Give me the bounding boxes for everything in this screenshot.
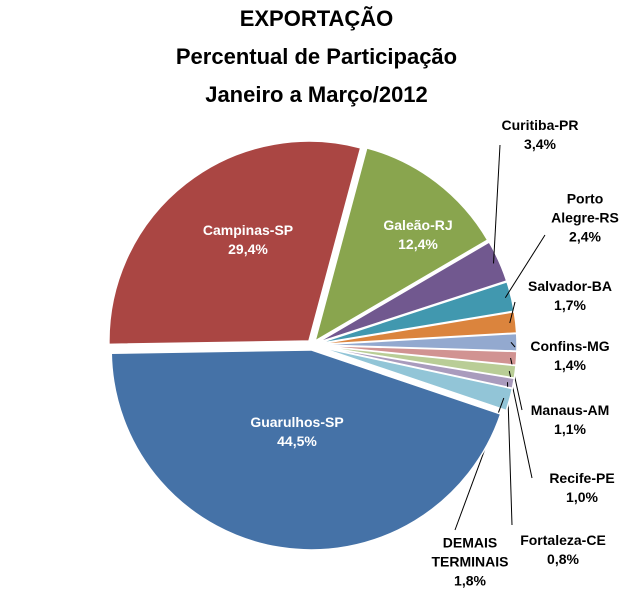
data-label: Curitiba-PR 3,4%	[485, 116, 595, 154]
data-label: Fortaleza-CE 0,8%	[508, 531, 618, 569]
label-text: 29,4%	[228, 241, 268, 257]
pie-slice	[108, 140, 362, 346]
data-label: Guarulhos-SP 44,5%	[232, 413, 362, 451]
leader-line	[493, 144, 501, 264]
label-text: 1,4%	[554, 357, 586, 373]
data-label: Salvador-BA 1,7%	[515, 277, 625, 315]
pie-slice	[313, 146, 489, 343]
leader-line	[508, 370, 533, 479]
chart-title: Janeiro a Março/2012	[205, 82, 428, 107]
data-label: Confins-MG 1,4%	[515, 337, 625, 375]
label-text: Confins-MG	[530, 338, 610, 354]
label-text: Galeão-RJ	[383, 217, 453, 233]
label-text: 12,4%	[398, 236, 438, 252]
label-text: 0,8%	[547, 551, 579, 567]
data-label: Porto Alegre-RS 2,4%	[545, 190, 625, 247]
label-text: Guarulhos-SP	[250, 414, 344, 430]
label-text: 1,7%	[554, 297, 586, 313]
label-text: Recife-PE	[549, 470, 615, 486]
leader-line	[504, 234, 546, 299]
pie-slice	[316, 345, 514, 412]
pie-slice	[316, 240, 508, 344]
label-text: 3,4%	[524, 136, 556, 152]
label-text: Campinas-SP	[202, 222, 294, 238]
data-label: Campinas-SP 29,4%	[183, 221, 313, 259]
chart-title: EXPORTAÇÃO	[239, 6, 394, 31]
label-text: Salvador-BA	[527, 278, 613, 294]
label-text: 44,5%	[277, 433, 317, 449]
label-text: Porto Alegre-RS	[551, 190, 619, 226]
leader-line	[509, 301, 516, 324]
data-label: Galeão-RJ 12,4%	[363, 216, 473, 254]
label-text: 2,4%	[569, 228, 601, 245]
data-label: Manaus-AM 1,1%	[515, 401, 625, 439]
pie-slice	[110, 349, 502, 551]
data-label: DEMAIS TERMINAIS 1,8%	[425, 534, 515, 591]
label-text: Manaus-AM	[530, 402, 610, 418]
label-text: DEMAIS TERMINAIS	[431, 534, 509, 570]
label-text: Fortaleza-CE	[520, 532, 606, 548]
chart-title: Percentual de Participação	[175, 44, 458, 69]
label-text: 1,1%	[554, 421, 586, 437]
data-label: Recife-PE 1,0%	[527, 469, 633, 507]
leader-line	[510, 342, 516, 348]
label-text: Curitiba-PR	[501, 117, 579, 133]
label-text: 1,0%	[566, 489, 598, 505]
label-text: 1,8%	[454, 572, 486, 589]
